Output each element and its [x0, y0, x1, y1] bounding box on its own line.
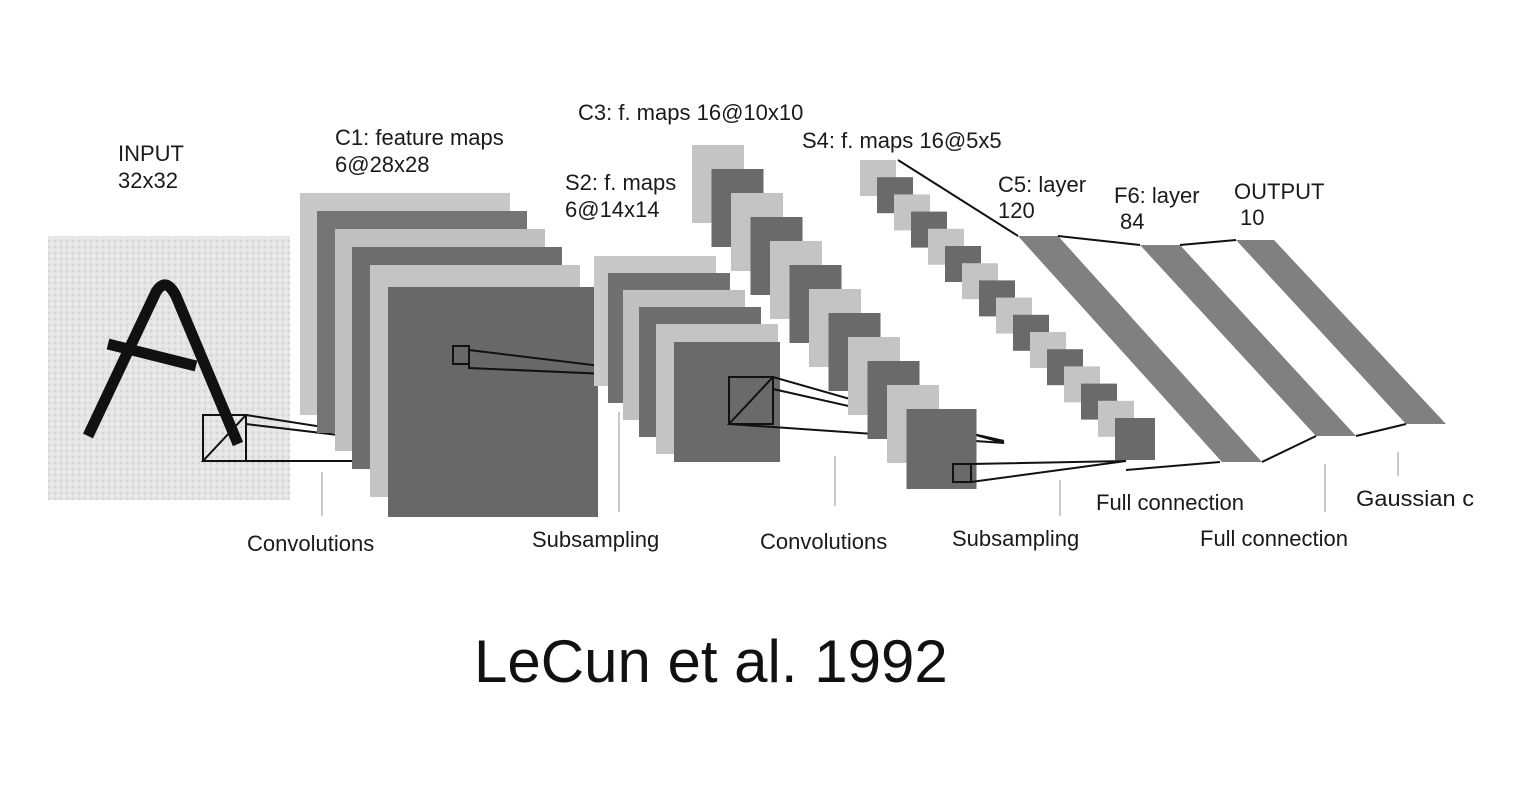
- f6-label: F6: layer: [1114, 183, 1200, 208]
- sub1-label: Subsampling: [532, 527, 659, 552]
- input-label: INPUT: [118, 141, 184, 166]
- c3-layer: [692, 145, 977, 489]
- caption: LeCun et al. 1992: [474, 628, 948, 695]
- output-layer-band: [1236, 240, 1446, 424]
- sub2-projection: [970, 460, 1127, 484]
- s4-layer: [860, 160, 1155, 460]
- output-size-label: 10: [1240, 205, 1264, 230]
- sub2-label: Subsampling: [952, 526, 1079, 551]
- divider-ticks: [321, 412, 1399, 516]
- f6-size-label: 84: [1120, 209, 1144, 234]
- s4-label: S4: f. maps 16@5x5: [802, 128, 1002, 153]
- c1-map: [388, 287, 598, 517]
- output-label: OUTPUT: [1234, 179, 1324, 204]
- gaussian-label: Gaussian c: [1356, 486, 1474, 511]
- c5-to-f6-line: [1057, 235, 1141, 246]
- s2-label: S2: f. maps: [565, 170, 676, 195]
- f6-layer-band: [1140, 245, 1356, 436]
- s2-receptive-field: [728, 376, 774, 425]
- s2-layer: [594, 256, 1005, 462]
- s4-map: [1115, 418, 1155, 460]
- input-letter-a-bar: [106, 338, 198, 372]
- s2-size-label: 6@14x14: [565, 197, 660, 222]
- c5-layer-band: [1018, 236, 1262, 462]
- input-size-label: 32x32: [118, 168, 178, 193]
- c3-label: C3: f. maps 16@10x10: [578, 100, 803, 125]
- input-letter-a: [83, 279, 244, 447]
- fc-layers: [897, 159, 1446, 471]
- sub1-projection: [468, 348, 701, 379]
- input-layer: [48, 236, 541, 500]
- c1-layer: [300, 193, 701, 517]
- conv2-label: Convolutions: [760, 529, 887, 554]
- c1-label: C1: feature maps: [335, 125, 504, 150]
- conv1-label: Convolutions: [247, 531, 374, 556]
- c1-size-label: 6@28x28: [335, 152, 430, 177]
- f6-to-output-line: [1355, 423, 1407, 437]
- c3-map: [906, 409, 977, 489]
- layer-labels: INPUT 32x32 C1: feature maps 6@28x28 S2:…: [118, 100, 1324, 234]
- s2-map: [674, 342, 780, 462]
- full1-label: Full connection: [1096, 490, 1244, 515]
- s4-to-c5-line: [897, 159, 1019, 237]
- c5-label: C5: layer: [998, 172, 1086, 197]
- c5-size-label: 120: [998, 198, 1035, 223]
- f6-to-output-line: [1179, 239, 1237, 246]
- s4-to-c5-line: [1125, 461, 1221, 471]
- s4-connection: [952, 460, 1127, 484]
- full2-label: Full connection: [1200, 526, 1348, 551]
- input-image: [48, 236, 290, 500]
- operation-labels: Convolutions Subsampling Convolutions Su…: [247, 486, 1474, 556]
- c5-to-f6-line: [1261, 435, 1317, 463]
